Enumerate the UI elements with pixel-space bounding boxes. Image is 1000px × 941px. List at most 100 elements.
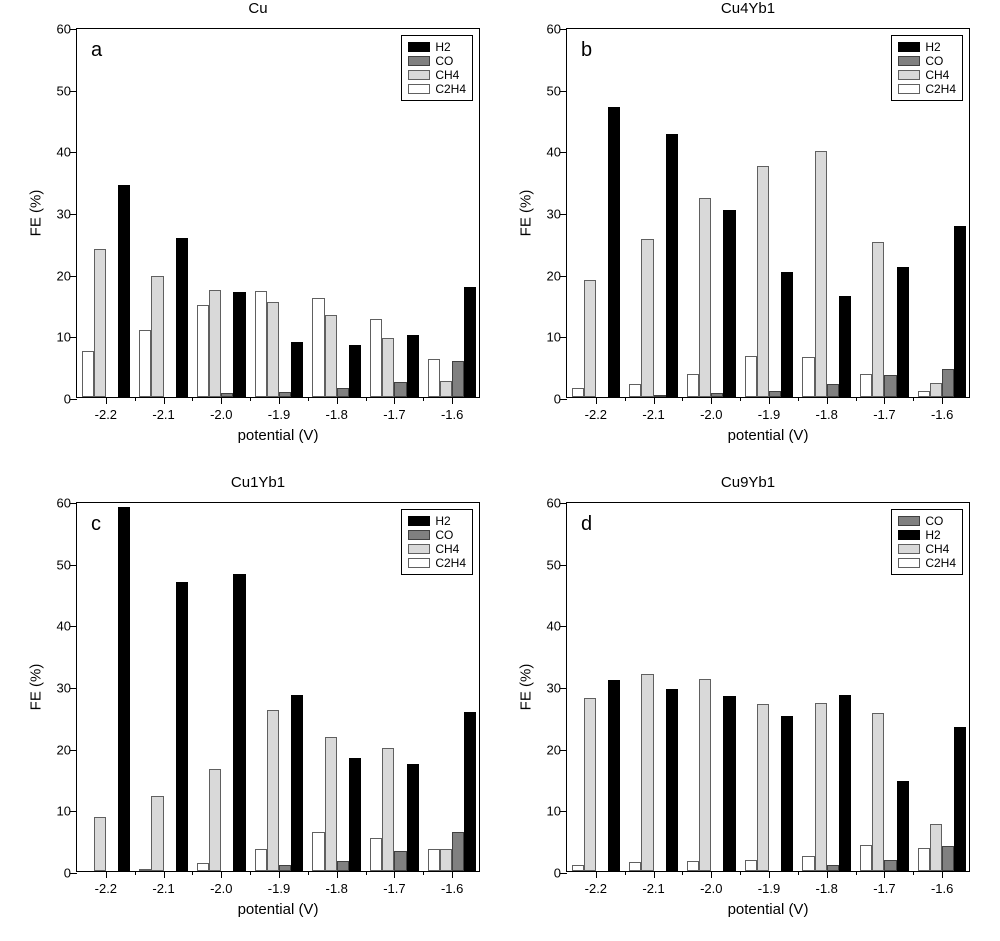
x-tick-label: -2.2 (95, 407, 117, 422)
plot-frame: cpotential (V)0102030405060-2.2-2.1-2.0-… (76, 502, 480, 872)
x-tick-mark (769, 397, 770, 404)
bar-ch4 (325, 315, 337, 397)
x-tick-label: -1.6 (441, 407, 463, 422)
bar-c2h4 (629, 862, 641, 871)
legend-row: C2H4 (408, 82, 466, 96)
bar-h2 (666, 689, 678, 871)
bar-h2 (176, 238, 188, 397)
bar-co (279, 392, 291, 397)
bar-h2 (233, 574, 245, 871)
bar-co (827, 384, 839, 397)
x-tick-mark (279, 397, 280, 404)
bar-ch4 (815, 151, 827, 397)
y-tick-mark (70, 565, 77, 566)
x-tick-mark (106, 871, 107, 878)
y-tick-mark (560, 688, 567, 689)
legend-label: CH4 (925, 68, 949, 82)
legend-swatch (408, 530, 430, 540)
bar-h2 (176, 582, 188, 871)
legend-row: C2H4 (898, 82, 956, 96)
x-minor-tick (366, 871, 367, 875)
x-tick-label: -1.6 (931, 881, 953, 896)
x-tick-mark (394, 871, 395, 878)
x-minor-tick (740, 397, 741, 401)
legend: H2COCH4C2H4 (401, 35, 473, 101)
legend-row: C2H4 (408, 556, 466, 570)
bar-h2 (723, 210, 735, 397)
x-minor-tick (308, 871, 309, 875)
x-tick-mark (596, 397, 597, 404)
legend-row: H2 (408, 40, 466, 54)
legend-row: CO (898, 514, 956, 528)
x-tick-mark (654, 397, 655, 404)
panel-d: Cu9Yb1 dpotential (V)0102030405060-2.2-2.… (508, 474, 988, 930)
legend-swatch (898, 70, 920, 80)
x-tick-label: -1.7 (873, 407, 895, 422)
bar-c2h4 (629, 384, 641, 397)
panel-c: Cu1Yb1cpotential (V)0102030405060-2.2-2.… (18, 474, 498, 930)
x-tick-mark (711, 871, 712, 878)
x-minor-tick (798, 397, 799, 401)
x-minor-tick (192, 871, 193, 875)
legend: COH2CH4C2H4 (891, 509, 963, 575)
bar-c2h4 (370, 838, 382, 871)
bar-h2 (349, 758, 361, 871)
bar-c2h4 (139, 869, 151, 871)
panel-title: Cu9Yb1 (508, 474, 988, 491)
x-minor-tick (366, 397, 367, 401)
legend-row: CO (408, 54, 466, 68)
legend-label: H2 (925, 40, 940, 54)
x-minor-tick (682, 397, 683, 401)
y-tick-mark (70, 29, 77, 30)
bar-ch4 (757, 704, 769, 871)
x-tick-label: -1.8 (326, 407, 348, 422)
plot-frame: apotential (V)0102030405060-2.2-2.1-2.0-… (76, 28, 480, 398)
x-tick-mark (221, 397, 222, 404)
legend-label: H2 (435, 40, 450, 54)
y-tick-mark (560, 873, 567, 874)
legend-swatch (898, 84, 920, 94)
bar-ch4 (584, 280, 596, 397)
x-tick-label: -1.6 (931, 407, 953, 422)
x-tick-mark (452, 397, 453, 404)
bar-co (884, 375, 896, 397)
legend-row: CH4 (408, 68, 466, 82)
bar-co (884, 860, 896, 871)
x-tick-mark (769, 871, 770, 878)
x-tick-label: -1.7 (383, 881, 405, 896)
bar-c2h4 (918, 848, 930, 871)
legend-label: H2 (925, 528, 940, 542)
x-tick-label: -1.8 (816, 881, 838, 896)
bar-h2 (349, 345, 361, 397)
bar-ch4 (382, 748, 394, 871)
legend-label: C2H4 (435, 556, 466, 570)
bar-c2h4 (860, 845, 872, 871)
bar-h2 (839, 296, 851, 397)
bar-h2 (464, 712, 476, 871)
x-tick-mark (942, 871, 943, 878)
y-axis-label: FE (%) (28, 190, 45, 237)
legend-swatch (408, 516, 430, 526)
x-tick-mark (279, 871, 280, 878)
bar-h2 (291, 342, 303, 398)
legend-swatch (898, 544, 920, 554)
bar-h2 (897, 781, 909, 871)
x-tick-label: -1.9 (758, 407, 780, 422)
x-tick-mark (827, 871, 828, 878)
legend: H2COCH4C2H4 (891, 35, 963, 101)
x-tick-mark (596, 871, 597, 878)
x-minor-tick (625, 871, 626, 875)
bar-ch4 (382, 338, 394, 397)
legend-swatch (898, 56, 920, 66)
bar-ch4 (325, 737, 337, 871)
bar-co (221, 393, 233, 397)
legend-swatch (898, 530, 920, 540)
bar-c2h4 (255, 849, 267, 871)
bar-h2 (608, 680, 620, 871)
x-tick-label: -2.1 (642, 881, 664, 896)
x-minor-tick (135, 397, 136, 401)
bar-ch4 (757, 166, 769, 397)
legend-swatch (408, 56, 430, 66)
x-minor-tick (135, 871, 136, 875)
plot-frame: dpotential (V)0102030405060-2.2-2.1-2.0-… (566, 502, 970, 872)
